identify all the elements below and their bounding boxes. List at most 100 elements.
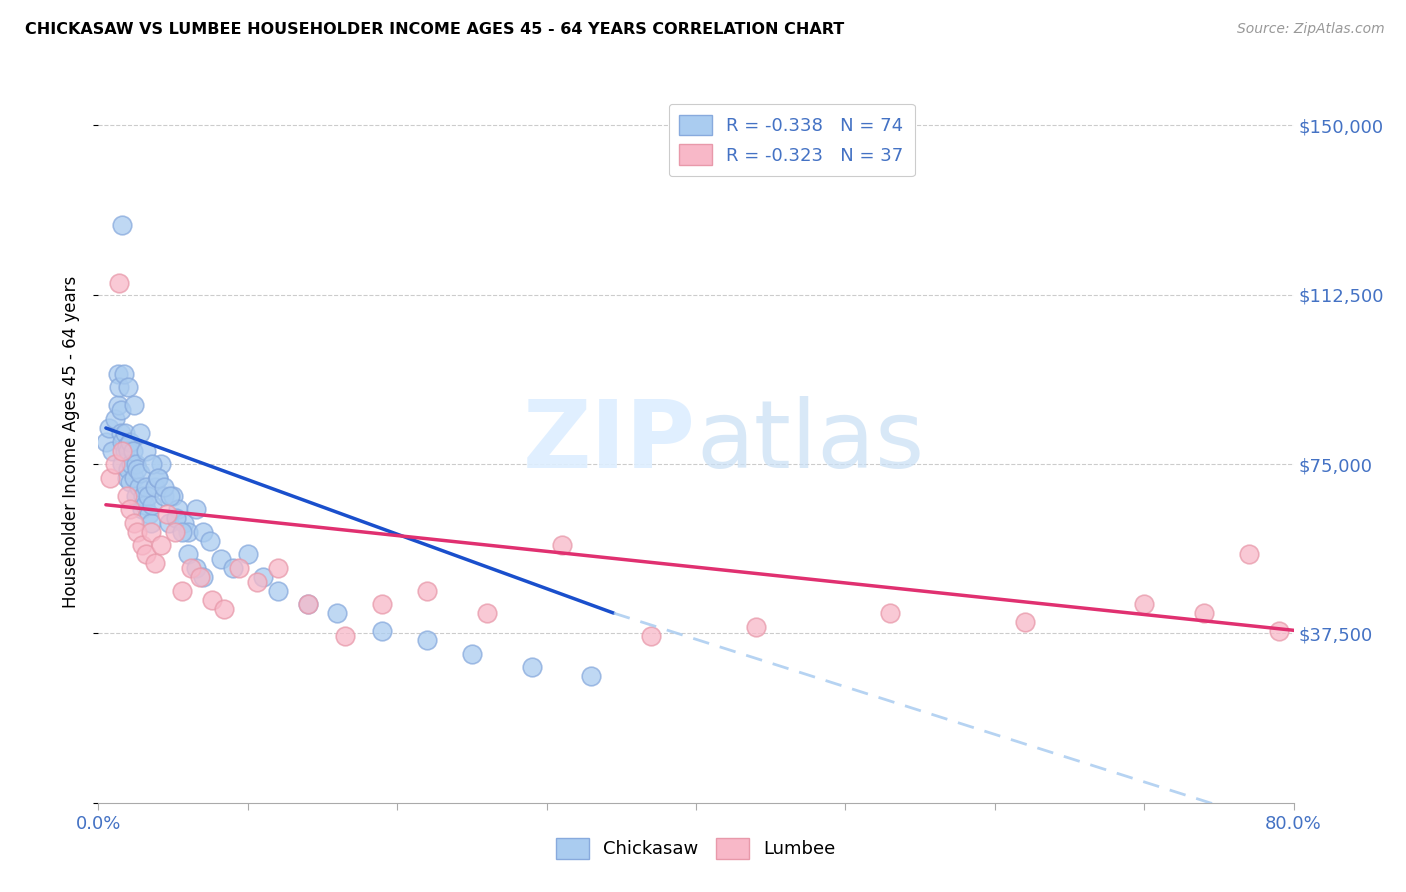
Point — [114, 443, 136, 458]
Point — [127, 524, 149, 539]
Point — [127, 461, 149, 475]
Point — [118, 502, 141, 516]
Point — [143, 480, 166, 494]
Point — [165, 511, 187, 525]
Point — [416, 633, 439, 648]
Point — [111, 457, 134, 471]
Point — [132, 489, 155, 503]
Point — [879, 606, 901, 620]
Point — [94, 434, 117, 449]
Point — [581, 669, 603, 683]
Point — [150, 457, 173, 471]
Point — [520, 660, 543, 674]
Point — [461, 647, 484, 661]
Point — [114, 425, 136, 440]
Point — [1192, 606, 1215, 620]
Point — [108, 380, 131, 394]
Point — [117, 443, 139, 458]
Point — [120, 457, 142, 471]
Point — [191, 524, 214, 539]
Y-axis label: Householder Income Ages 45 - 64 years: Householder Income Ages 45 - 64 years — [62, 276, 80, 607]
Text: ZIP: ZIP — [523, 395, 696, 488]
Point — [115, 439, 138, 453]
Point — [157, 516, 180, 530]
Point — [475, 606, 498, 620]
Point — [117, 461, 139, 475]
Point — [163, 524, 186, 539]
Point — [184, 561, 207, 575]
Point — [188, 570, 211, 584]
Point — [136, 489, 159, 503]
Point — [297, 597, 319, 611]
Point — [111, 434, 134, 449]
Point — [148, 470, 170, 484]
Point — [201, 592, 224, 607]
Point — [172, 524, 194, 539]
Point — [297, 597, 319, 611]
Point — [252, 570, 274, 584]
Point — [131, 538, 153, 552]
Point — [110, 403, 132, 417]
Point — [104, 457, 127, 471]
Point — [177, 548, 200, 562]
Point — [129, 466, 152, 480]
Point — [550, 538, 572, 552]
Text: Source: ZipAtlas.com: Source: ZipAtlas.com — [1237, 22, 1385, 37]
Point — [326, 606, 349, 620]
Point — [159, 489, 181, 503]
Point — [745, 620, 768, 634]
Point — [1014, 615, 1036, 630]
Point — [111, 218, 134, 232]
Point — [200, 533, 222, 548]
Text: CHICKASAW VS LUMBEE HOUSEHOLDER INCOME AGES 45 - 64 YEARS CORRELATION CHART: CHICKASAW VS LUMBEE HOUSEHOLDER INCOME A… — [25, 22, 845, 37]
Point — [177, 524, 200, 539]
Point — [98, 470, 122, 484]
Point — [125, 489, 148, 503]
Point — [246, 574, 269, 589]
Point — [117, 380, 139, 394]
Point — [371, 624, 394, 639]
Point — [1237, 548, 1260, 562]
Point — [153, 480, 176, 494]
Point — [139, 516, 162, 530]
Point — [111, 443, 134, 458]
Point — [101, 443, 124, 458]
Point — [1133, 597, 1156, 611]
Point — [333, 629, 356, 643]
Point — [108, 277, 131, 291]
Point — [112, 367, 135, 381]
Point — [124, 398, 146, 412]
Point — [118, 475, 141, 490]
Point — [118, 434, 141, 449]
Legend: Chickasaw, Lumbee: Chickasaw, Lumbee — [548, 830, 844, 866]
Point — [125, 457, 148, 471]
Point — [115, 470, 138, 484]
Point — [139, 524, 162, 539]
Point — [150, 538, 173, 552]
Point — [184, 502, 207, 516]
Point — [236, 548, 259, 562]
Point — [162, 489, 184, 503]
Point — [172, 583, 194, 598]
Point — [1267, 624, 1289, 639]
Point — [129, 425, 152, 440]
Point — [115, 489, 138, 503]
Point — [107, 367, 129, 381]
Point — [121, 443, 143, 458]
Point — [222, 561, 245, 575]
Point — [104, 412, 127, 426]
Point — [166, 502, 188, 516]
Point — [180, 561, 202, 575]
Point — [267, 561, 290, 575]
Point — [134, 498, 156, 512]
Point — [135, 443, 157, 458]
Point — [128, 480, 150, 494]
Point — [640, 629, 662, 643]
Point — [209, 552, 232, 566]
Point — [416, 583, 439, 598]
Point — [141, 498, 163, 512]
Point — [124, 470, 146, 484]
Point — [228, 561, 250, 575]
Point — [138, 507, 160, 521]
Point — [371, 597, 394, 611]
